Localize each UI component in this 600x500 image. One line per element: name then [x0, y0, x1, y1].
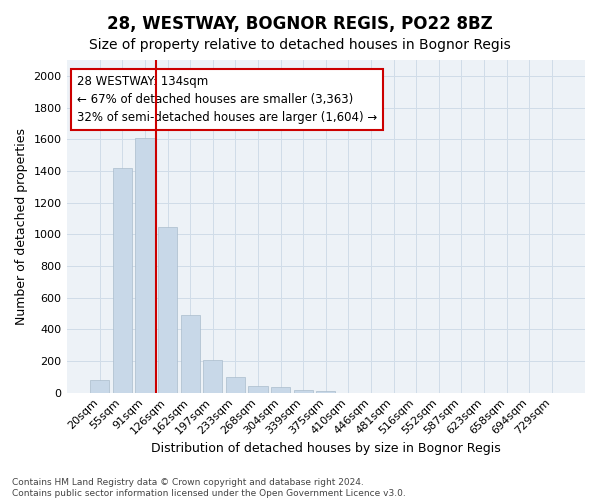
Bar [203, 360, 223, 392]
Bar [271, 387, 290, 392]
Text: 28 WESTWAY: 134sqm
← 67% of detached houses are smaller (3,363)
32% of semi-deta: 28 WESTWAY: 134sqm ← 67% of detached hou… [77, 75, 377, 124]
Bar [158, 227, 177, 392]
Y-axis label: Number of detached properties: Number of detached properties [15, 128, 28, 325]
X-axis label: Distribution of detached houses by size in Bognor Regis: Distribution of detached houses by size … [151, 442, 500, 455]
Text: Size of property relative to detached houses in Bognor Regis: Size of property relative to detached ho… [89, 38, 511, 52]
Text: Contains HM Land Registry data © Crown copyright and database right 2024.
Contai: Contains HM Land Registry data © Crown c… [12, 478, 406, 498]
Bar [181, 315, 200, 392]
Text: 28, WESTWAY, BOGNOR REGIS, PO22 8BZ: 28, WESTWAY, BOGNOR REGIS, PO22 8BZ [107, 15, 493, 33]
Bar [226, 377, 245, 392]
Bar [90, 380, 109, 392]
Bar [316, 391, 335, 392]
Bar [293, 390, 313, 392]
Bar [136, 138, 155, 392]
Bar [248, 386, 268, 392]
Bar [113, 168, 132, 392]
